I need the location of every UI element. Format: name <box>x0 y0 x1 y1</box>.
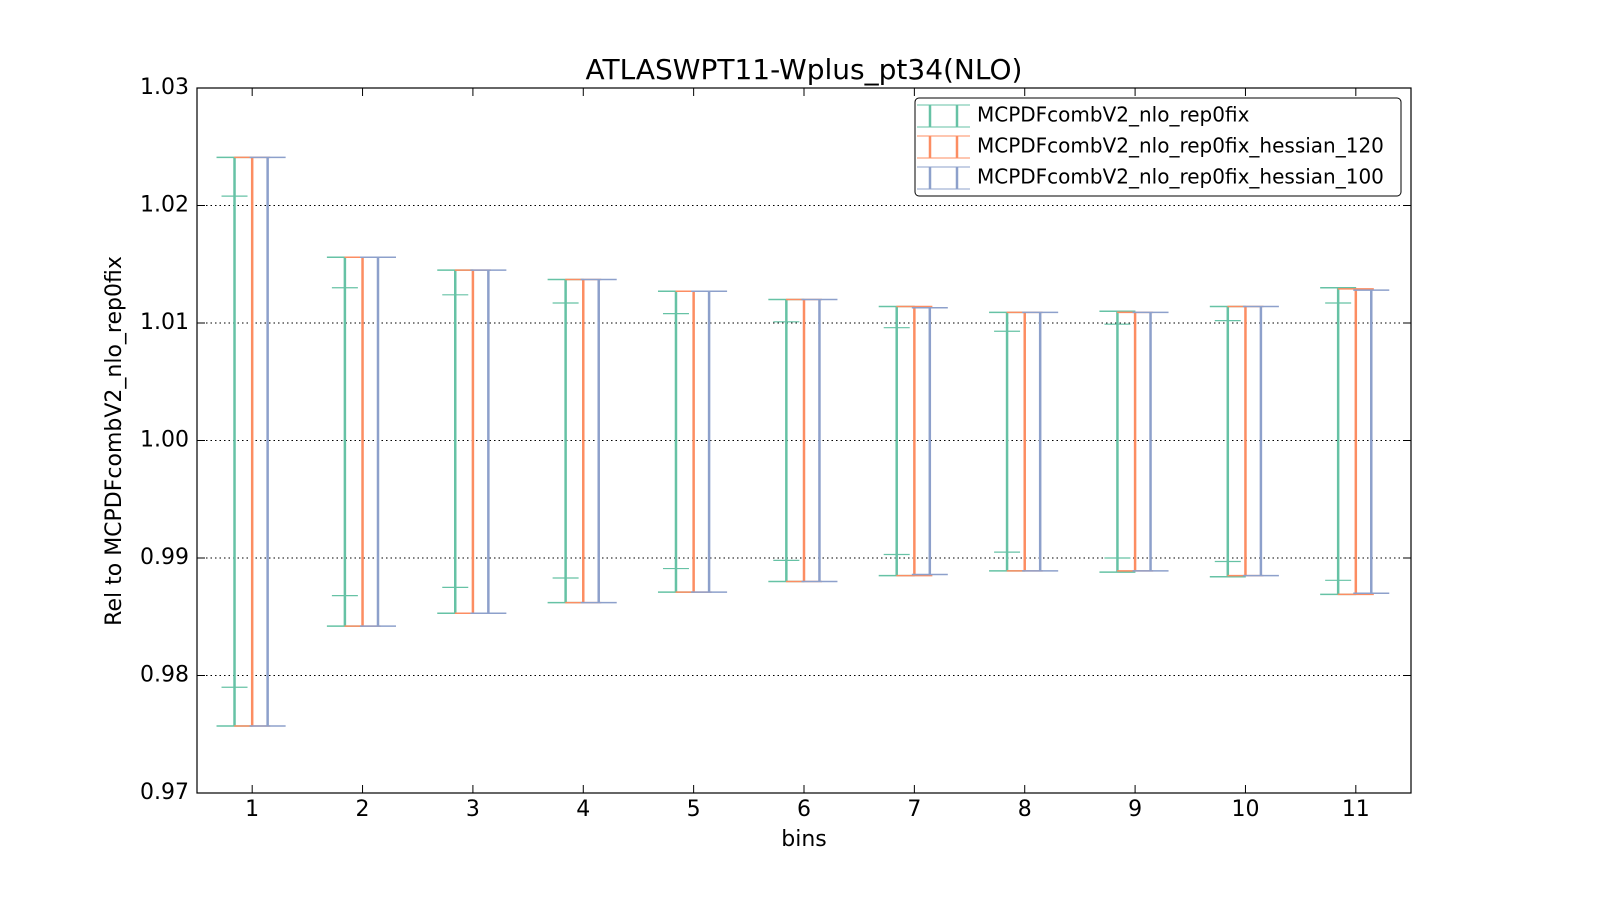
legend-label: MCPDFcombV2_nlo_rep0fix <box>977 103 1250 127</box>
x-tick-label: 7 <box>907 797 921 822</box>
legend-label: MCPDFcombV2_nlo_rep0fix_hessian_100 <box>977 165 1384 189</box>
y-tick-label: 0.99 <box>140 545 189 570</box>
y-tick-label: 1.03 <box>140 75 189 100</box>
x-tick-label: 2 <box>356 797 370 822</box>
x-tick-label: 1 <box>245 797 259 822</box>
x-tick-label: 3 <box>466 797 480 822</box>
y-tick-label: 0.97 <box>140 780 189 805</box>
x-tick-label: 8 <box>1018 797 1032 822</box>
y-tick-label: 1.02 <box>140 193 189 218</box>
y-tick-label: 1.01 <box>140 310 189 335</box>
y-tick-label: 1.00 <box>140 428 189 453</box>
x-tick-label: 10 <box>1231 797 1259 822</box>
x-tick-label: 5 <box>687 797 701 822</box>
x-tick-label: 11 <box>1342 797 1370 822</box>
x-tick-label: 4 <box>576 797 590 822</box>
y-tick-label: 0.98 <box>140 663 189 688</box>
plot-frame <box>196 87 1412 794</box>
y-axis-label: Rel to MCPDFcombV2_nlo_rep0fix <box>102 256 127 626</box>
chart-title: ATLASWPT11-Wplus_pt34(NLO) <box>586 53 1023 86</box>
x-axis-label: bins <box>781 827 826 852</box>
legend-label: MCPDFcombV2_nlo_rep0fix_hessian_120 <box>977 134 1384 158</box>
legend-box <box>914 97 1402 197</box>
x-tick-label: 6 <box>797 797 811 822</box>
x-tick-label: 9 <box>1128 797 1142 822</box>
